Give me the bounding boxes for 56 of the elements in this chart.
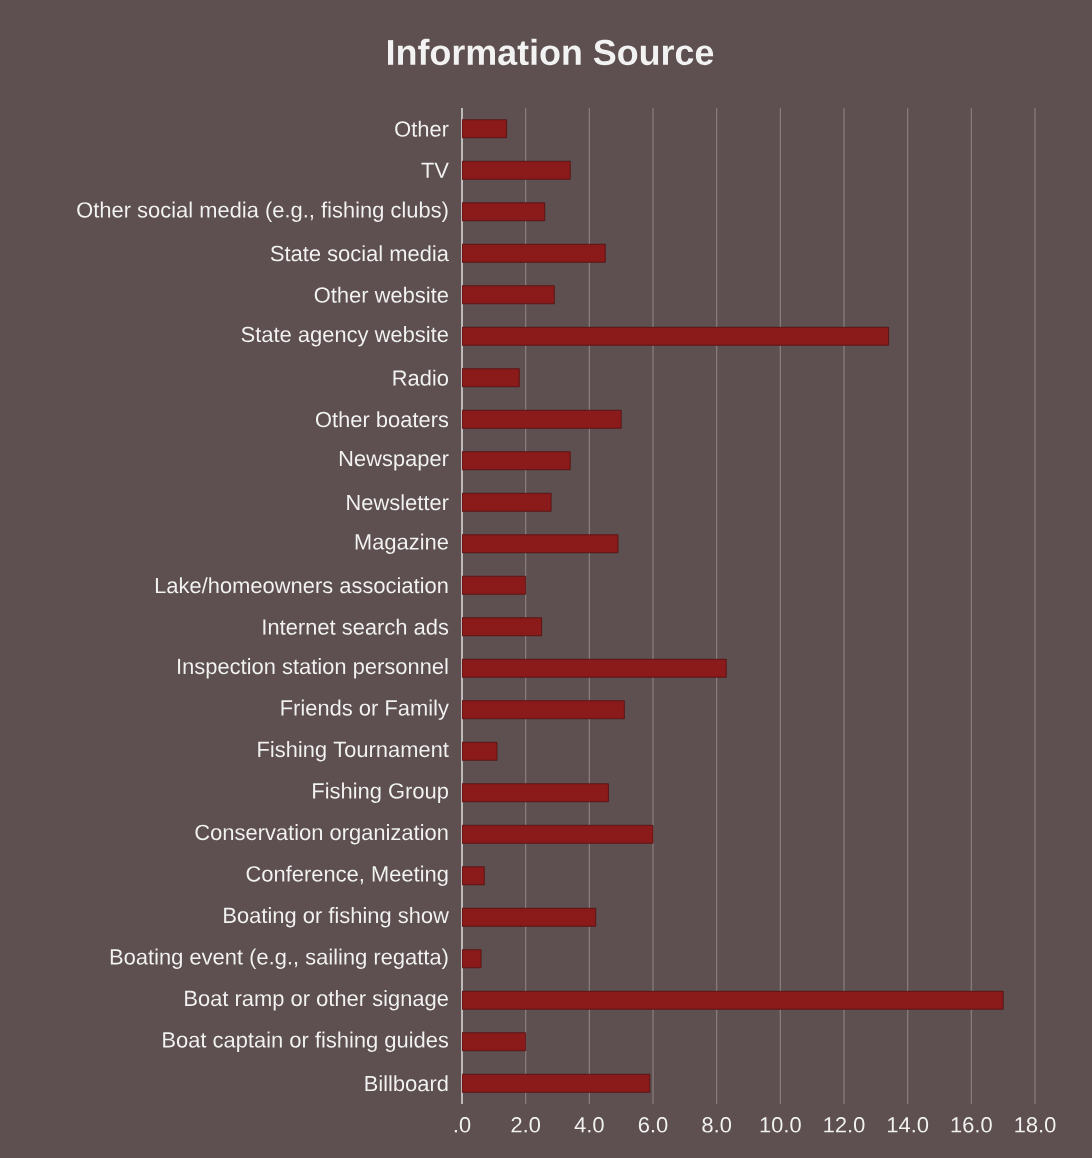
y-tick-label: State agency website xyxy=(241,326,448,347)
y-tick-label: Lake/homeowners association xyxy=(155,577,448,594)
bar xyxy=(462,617,542,637)
y-tick-label: Boating event (e.g., sailing regatta) xyxy=(110,948,448,969)
y-tick-label: Billboard xyxy=(365,1075,448,1092)
y-tick-label: Boat captain or fishing guides xyxy=(163,1031,449,1052)
y-tick-label: Other xyxy=(395,120,449,137)
y-tick-label: Conference, Meeting xyxy=(246,865,448,886)
x-tick-label: .0 xyxy=(454,1117,471,1133)
x-tick-label: 12.0 xyxy=(824,1117,865,1133)
x-tick-label: 2.0 xyxy=(511,1117,541,1133)
x-tick-label: 14.0 xyxy=(888,1117,929,1133)
y-tick-label: Other boaters xyxy=(315,411,449,428)
bar xyxy=(462,243,606,263)
y-tick-label: Boating or fishing show xyxy=(224,907,449,928)
y-tick-label: Fishing Tournament xyxy=(258,741,449,762)
y-tick-label: State social media xyxy=(270,245,449,262)
bar xyxy=(462,451,571,471)
x-tick-label: 8.0 xyxy=(702,1117,732,1133)
y-tick-label: Radio xyxy=(393,369,449,386)
chart-title: Information Source xyxy=(388,38,714,66)
y-tick-label: Friends or Family xyxy=(281,699,449,720)
bar xyxy=(462,990,1004,1010)
bar xyxy=(462,824,654,844)
bar xyxy=(462,160,571,180)
bar xyxy=(462,202,546,222)
y-tick-label: Other website xyxy=(314,286,448,303)
bar xyxy=(462,700,625,720)
y-tick-label: Internet search ads xyxy=(263,618,449,635)
y-tick-label: Newsletter xyxy=(347,494,449,511)
bar xyxy=(462,1073,651,1093)
y-tick-label: Newspaper xyxy=(339,450,449,471)
y-tick-label: Boat ramp or other signage xyxy=(185,990,448,1011)
bar xyxy=(462,1032,527,1052)
y-tick-label: TV xyxy=(421,162,449,178)
bar xyxy=(462,534,619,554)
bar xyxy=(462,326,889,346)
y-tick-label: Fishing Group xyxy=(313,782,448,803)
bar xyxy=(462,658,727,678)
y-tick-label: Other social media (e.g., fishing clubs) xyxy=(77,201,448,222)
x-tick-label: 18.0 xyxy=(1015,1117,1056,1133)
x-tick-label: 16.0 xyxy=(951,1117,992,1133)
x-tick-label: 6.0 xyxy=(638,1117,668,1133)
bar xyxy=(462,575,527,595)
y-tick-label: Inspection station personnel xyxy=(178,658,448,679)
bar xyxy=(462,368,520,388)
bar xyxy=(462,492,552,512)
bar xyxy=(462,783,609,803)
y-tick-label: Magazine xyxy=(355,533,448,554)
bar xyxy=(462,907,597,927)
bar xyxy=(462,409,622,429)
bar xyxy=(462,285,555,305)
y-tick-label: Conservation organization xyxy=(195,824,448,845)
x-tick-label: 10.0 xyxy=(760,1117,801,1133)
bar xyxy=(462,119,507,139)
x-tick-label: 4.0 xyxy=(574,1117,604,1133)
